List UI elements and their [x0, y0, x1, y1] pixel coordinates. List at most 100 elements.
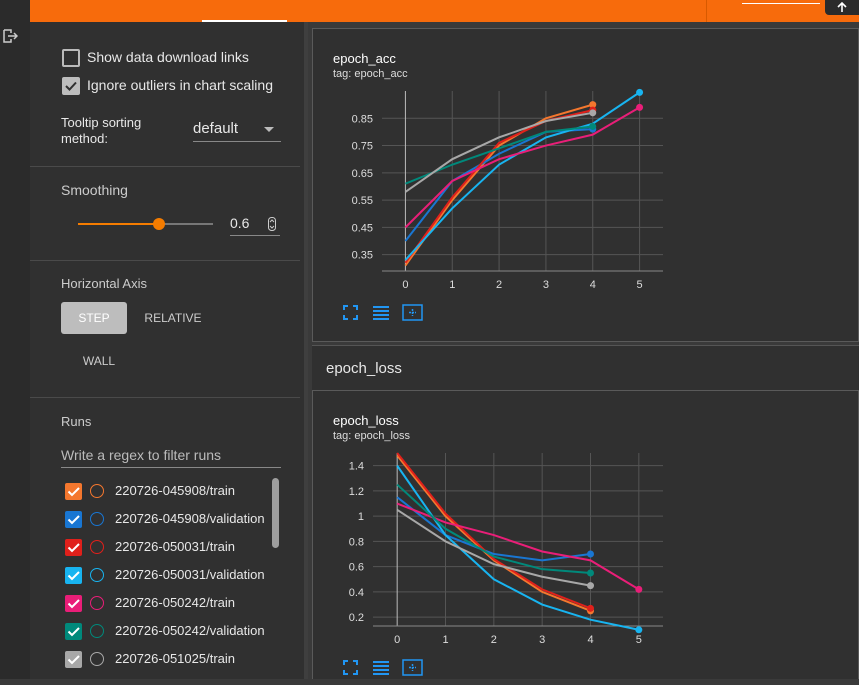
x-tick-label: 1 [449, 279, 455, 291]
series-end-point [635, 626, 643, 634]
card: epoch_acc tag: epoch_acc 0.35 0.45 0.55 0.65 0… [312, 28, 859, 342]
y-tick-label: 0.55 [352, 195, 373, 207]
run-name: 220726-045908/validation [115, 511, 265, 526]
x-tick-label: 4 [590, 279, 596, 291]
checkbox[interactable] [62, 49, 80, 67]
series-line [396, 454, 591, 612]
run-checkbox[interactable] [65, 539, 82, 556]
run-color [90, 568, 104, 582]
series-end-point [635, 585, 643, 593]
fit-icon[interactable] [402, 304, 423, 321]
separator [30, 166, 300, 167]
run-color [90, 484, 104, 498]
series-end-point [636, 103, 644, 111]
chart-title: epoch_acc [333, 51, 396, 66]
axis-button[interactable]: WALL [82, 354, 116, 368]
run-checkbox[interactable] [65, 483, 82, 500]
slider-track[interactable] [78, 218, 213, 230]
series-line [396, 465, 640, 631]
separator [30, 260, 300, 261]
chart-subtitle: tag: epoch_loss [333, 430, 411, 442]
slider-fill [78, 223, 159, 225]
divider [706, 0, 707, 22]
run-name: 220726-045908/train [115, 483, 235, 498]
x-tick-label: 1 [442, 634, 448, 646]
run-color [90, 540, 104, 554]
x-tick-label: 5 [636, 634, 642, 646]
axis-button[interactable]: RELATIVE [144, 311, 202, 325]
run-checkbox[interactable] [65, 511, 82, 528]
y-tick-label: 0.4 [349, 587, 364, 599]
scroll-top-button[interactable] [825, 0, 859, 15]
group-title: epoch_loss [326, 360, 402, 377]
chart-toolbar [343, 659, 423, 676]
series-end-point [587, 582, 594, 590]
run-color [90, 596, 104, 610]
run-color [90, 652, 104, 666]
fullscreen-icon[interactable] [343, 660, 358, 675]
logout-icon[interactable] [2, 28, 18, 44]
y-tick-label: 0.75 [352, 141, 373, 153]
series-line [396, 502, 640, 591]
chart: epoch_loss tag: epoch_loss 0.2 0.4 0.6 0.8 1 1.… [333, 413, 663, 676]
section-label: Runs [61, 414, 92, 429]
series-line [396, 508, 591, 587]
series-end-point [589, 109, 597, 117]
y-tick-label: 0.6 [349, 562, 364, 574]
tab-indicator [202, 20, 287, 22]
fit-icon[interactable] [402, 659, 423, 676]
sidebar-resizer[interactable] [304, 22, 308, 679]
x-tick-label: 5 [637, 279, 643, 291]
nav-strip [0, 0, 30, 679]
x-tick-label: 0 [394, 634, 400, 646]
y-tick-label: 1 [358, 511, 364, 523]
fullscreen-icon[interactable] [343, 305, 358, 320]
separator [30, 397, 300, 398]
run-checkbox[interactable] [65, 567, 82, 584]
series-line [396, 452, 591, 610]
chart: epoch_acc tag: epoch_acc 0.35 0.45 0.55 0.65 0… [333, 51, 663, 321]
checkbox-checked[interactable] [62, 77, 80, 95]
dropdown[interactable]: default [193, 120, 281, 142]
x-tick-label: 3 [543, 279, 549, 291]
card: epoch_loss tag: epoch_loss 0.2 0.4 0.6 0.8 1 1.… [312, 390, 859, 679]
series-end-point [587, 604, 594, 612]
run-checkbox[interactable] [65, 623, 82, 640]
scrollbar[interactable] [272, 478, 279, 548]
tooltip-label: Tooltip sorting method: [61, 115, 142, 146]
x-tick-label: 2 [491, 634, 497, 646]
series-end-point [589, 122, 597, 130]
top-bar [30, 0, 859, 22]
run-name: 220726-050031/validation [115, 567, 265, 582]
x-tick-label: 0 [402, 279, 408, 291]
section-label: Smoothing [61, 182, 128, 198]
series-line [396, 483, 591, 574]
run-color [90, 512, 104, 526]
series-line [404, 91, 641, 261]
legend-icon[interactable] [373, 306, 389, 320]
smoothing-input[interactable]: 0.6 [230, 215, 280, 236]
chart-title: epoch_loss [333, 413, 399, 428]
run-filter[interactable]: Write a regex to filter runs [61, 447, 281, 468]
series-line [404, 106, 641, 229]
y-tick-label: 1.2 [349, 486, 364, 498]
series-line [404, 103, 594, 267]
run-name: 220726-050242/train [115, 595, 235, 610]
legend-icon[interactable] [373, 661, 389, 675]
y-tick-label: 0.65 [352, 168, 373, 180]
y-tick-label: 0.8 [349, 536, 364, 548]
smoothing-value: 0.6 [230, 215, 250, 231]
series-line [404, 111, 593, 193]
x-tick-label: 3 [539, 634, 545, 646]
run-name: 220726-050031/train [115, 539, 235, 554]
axis-button-selected[interactable]: STEP [61, 302, 127, 334]
dropdown-value: default [193, 120, 239, 137]
group-header: epoch_loss [312, 345, 859, 391]
chart-toolbar [343, 304, 423, 321]
run-checkbox[interactable] [65, 595, 82, 612]
run-checkbox[interactable] [65, 651, 82, 668]
slider-thumb [153, 218, 165, 230]
series-end-point [589, 101, 597, 109]
section-label: Horizontal Axis [61, 276, 147, 291]
